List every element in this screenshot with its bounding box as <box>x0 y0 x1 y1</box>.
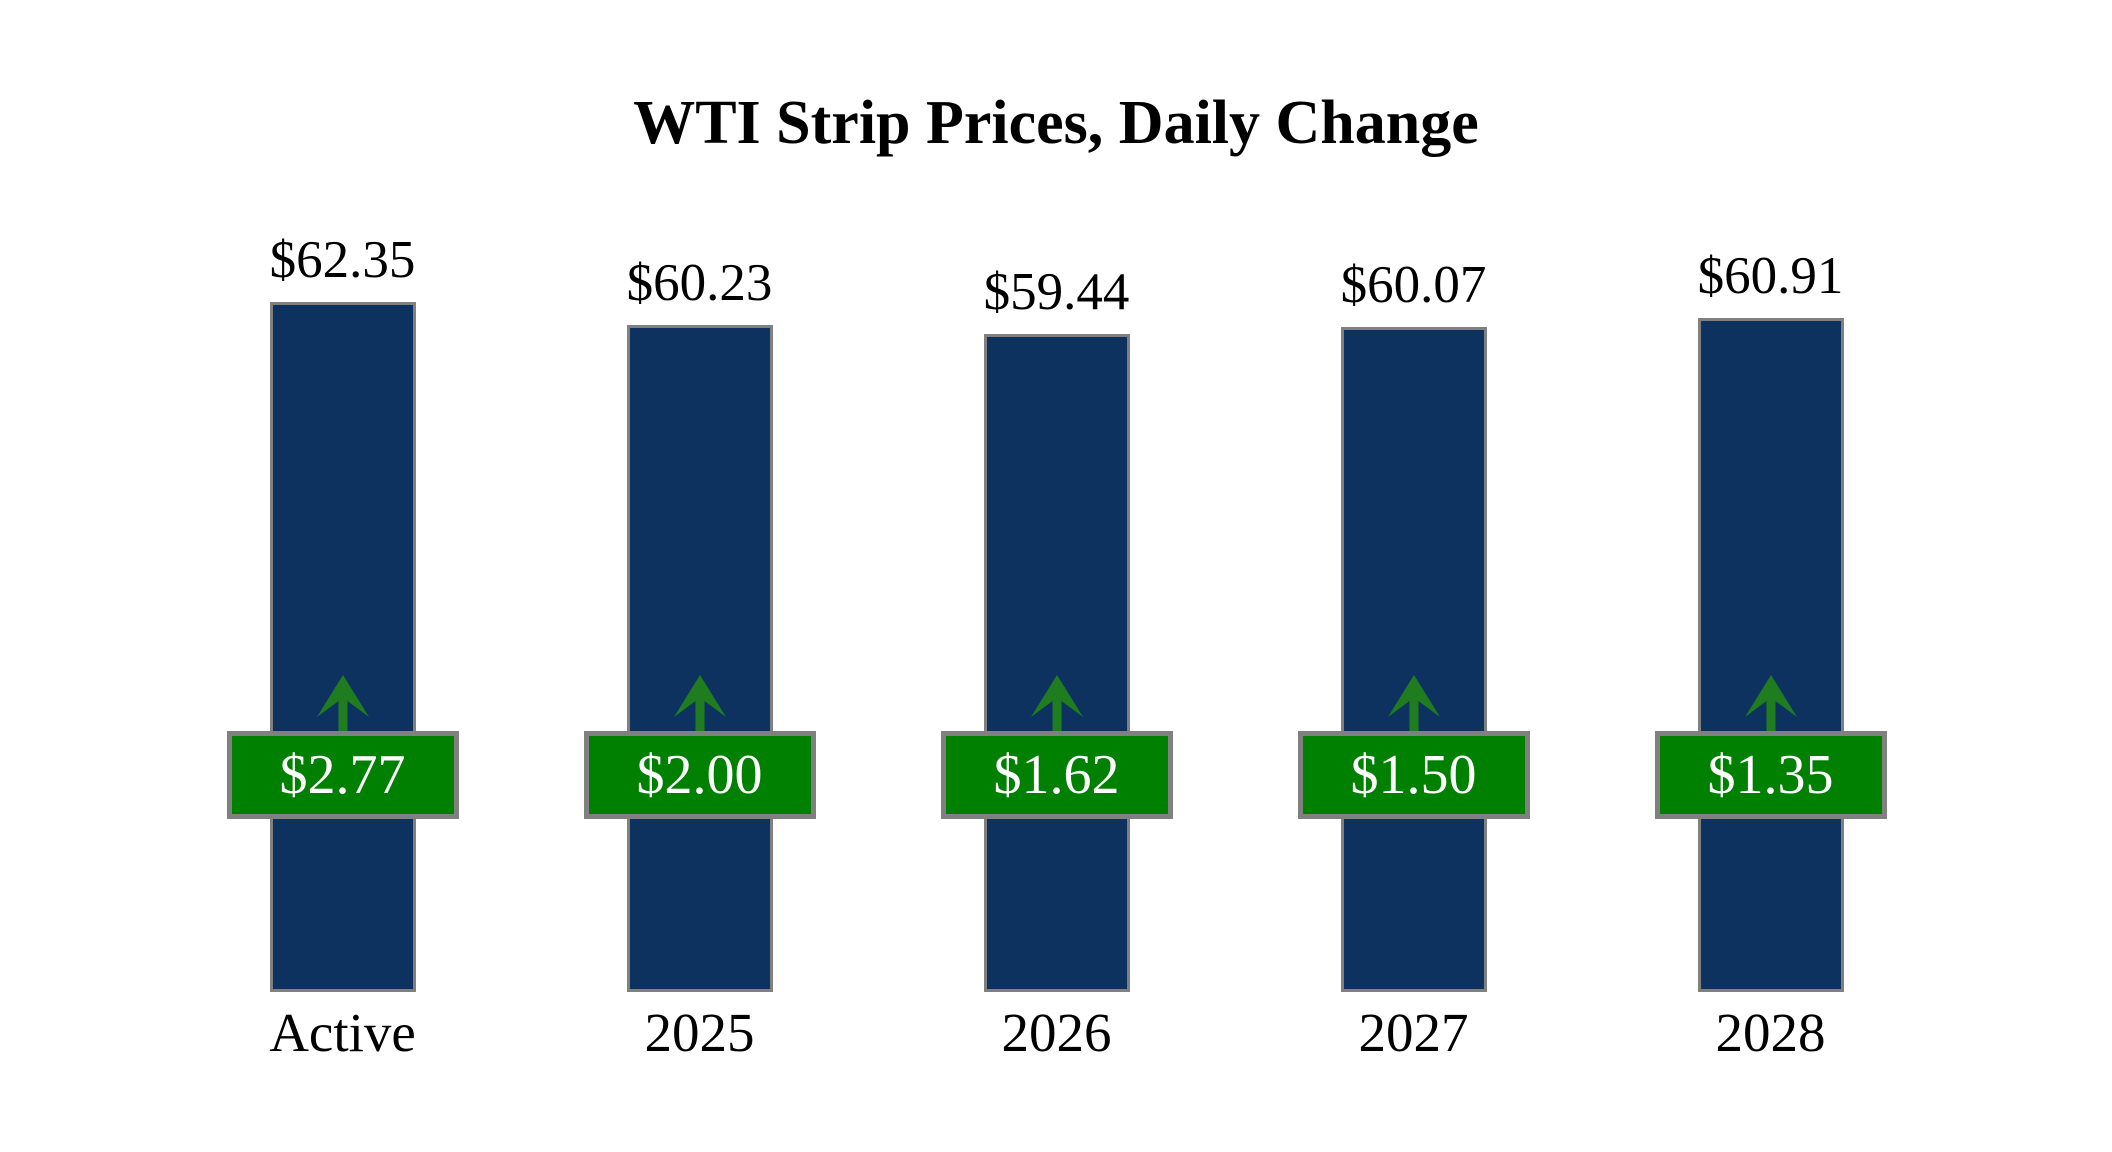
bar-group-2027: $60.07 $1.50 2027 <box>1235 0 1592 1152</box>
up-arrow-icon <box>673 675 726 733</box>
category-label: 2027 <box>1358 1002 1469 1063</box>
category-label: 2026 <box>1001 1002 1112 1063</box>
up-arrow-icon <box>316 675 369 733</box>
change-badge: $1.50 <box>1297 731 1530 819</box>
change-label: $1.50 <box>1350 744 1477 806</box>
up-arrow-icon <box>1387 675 1440 733</box>
category-label: 2028 <box>1715 1002 1826 1063</box>
up-arrow-icon <box>1744 675 1797 733</box>
change-label: $1.62 <box>993 744 1120 806</box>
bar <box>983 334 1130 992</box>
bar-group-2026: $59.44 $1.62 2026 <box>878 0 1235 1152</box>
bar-group-active: $62.35 $2.77 Active <box>164 0 521 1152</box>
bar <box>269 302 416 992</box>
category-label: Active <box>269 1002 416 1063</box>
change-badge: $1.35 <box>1654 731 1887 819</box>
change-badge: $1.62 <box>940 731 1173 819</box>
price-label: $60.23 <box>626 254 773 312</box>
bar-group-2028: $60.91 $1.35 2028 <box>1592 0 1949 1152</box>
change-badge: $2.00 <box>583 731 816 819</box>
price-label: $60.07 <box>1340 256 1487 314</box>
price-label: $60.91 <box>1697 247 1844 305</box>
bar <box>1697 318 1844 992</box>
bar-group-2025: $60.23 $2.00 2025 <box>521 0 878 1152</box>
plot-area: $62.35 $2.77 Active $60.23 $2.00 2025 $5… <box>164 0 1949 1152</box>
change-label: $2.00 <box>636 744 763 806</box>
bar <box>626 325 773 992</box>
price-label: $59.44 <box>983 263 1130 321</box>
bar <box>1340 327 1487 992</box>
category-label: 2025 <box>644 1002 755 1063</box>
up-arrow-icon <box>1030 675 1083 733</box>
chart-title: WTI Strip Prices, Daily Change <box>633 89 1479 157</box>
change-label: $2.77 <box>279 744 406 806</box>
change-label: $1.35 <box>1707 744 1834 806</box>
change-badge: $2.77 <box>226 731 459 819</box>
price-label: $62.35 <box>269 231 416 289</box>
